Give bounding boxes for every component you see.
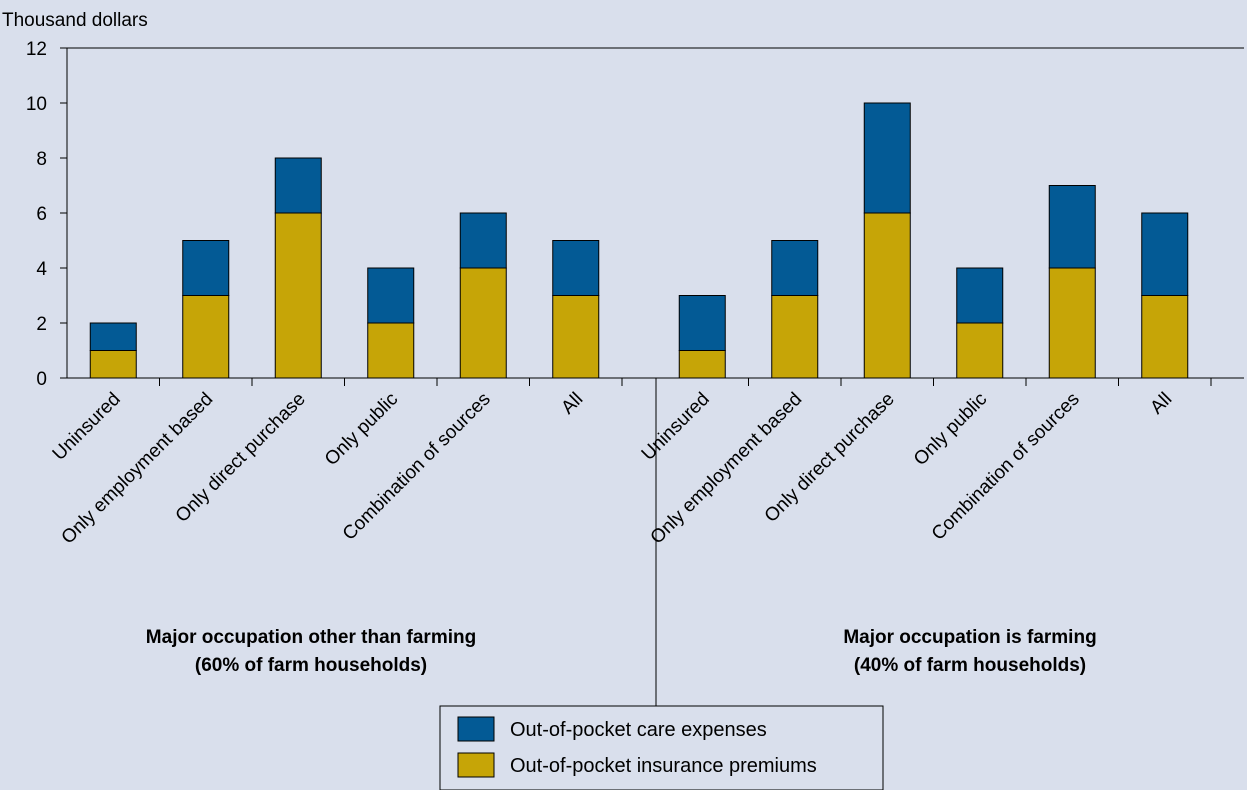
bar-care-expenses [956,267,1004,324]
y-tick-label: 8 [36,149,47,170]
y-tick-label: 0 [36,369,47,390]
bar-care-expenses [1048,185,1096,269]
bar-premiums [678,350,726,379]
category-label: All [557,389,587,419]
category-label: All [1146,389,1176,419]
category-label: Combination of sources [928,389,1084,545]
bar-care-expenses [182,240,230,296]
bar-premiums [863,212,911,379]
bar-care-expenses [367,267,415,324]
legend-swatch-premiums [457,752,495,778]
group-title-line1: Major occupation other than farming [146,627,476,648]
bar-premiums [552,295,600,379]
bar-premiums [89,350,137,379]
bar-care-expenses [678,295,726,351]
bar-care-expenses [1141,212,1189,296]
bar-care-expenses [459,212,507,269]
category-label: Only employment based [647,389,807,549]
bar-premiums [771,295,819,379]
bar-premiums [459,267,507,379]
bar-care-expenses [552,240,600,296]
legend-label: Out-of-pocket insurance premiums [510,755,817,777]
y-axis-label: Thousand dollars [2,10,148,31]
bar-care-expenses [863,102,911,214]
category-label: Combination of sources [339,389,495,545]
bar-care-expenses [771,240,819,296]
legend-box [439,705,884,790]
legend-label: Out-of-pocket care expenses [510,719,767,741]
group-title-line2: (40% of farm households) [854,655,1086,676]
category-label: Only public [910,389,991,470]
y-tick-label: 2 [36,314,47,335]
category-label: Uninsured [638,389,714,465]
bar-care-expenses [274,157,322,214]
legend-swatch-care [457,716,495,742]
category-label: Only public [321,389,402,470]
bar-premiums [1048,267,1096,379]
group-title-line2: (60% of farm households) [195,655,427,676]
category-label: Only employment based [58,389,218,549]
bar-premiums [956,322,1004,379]
bar-premiums [1141,295,1189,379]
bar-premiums [367,322,415,379]
category-label: Uninsured [49,389,125,465]
y-tick-label: 4 [36,259,47,280]
bar-care-expenses [89,322,137,351]
y-tick-label: 6 [36,204,47,225]
bar-premiums [182,295,230,379]
group-title-line1: Major occupation is farming [843,627,1096,648]
y-tick-label: 10 [26,94,47,115]
y-tick-label: 12 [26,39,47,60]
bar-premiums [274,212,322,379]
